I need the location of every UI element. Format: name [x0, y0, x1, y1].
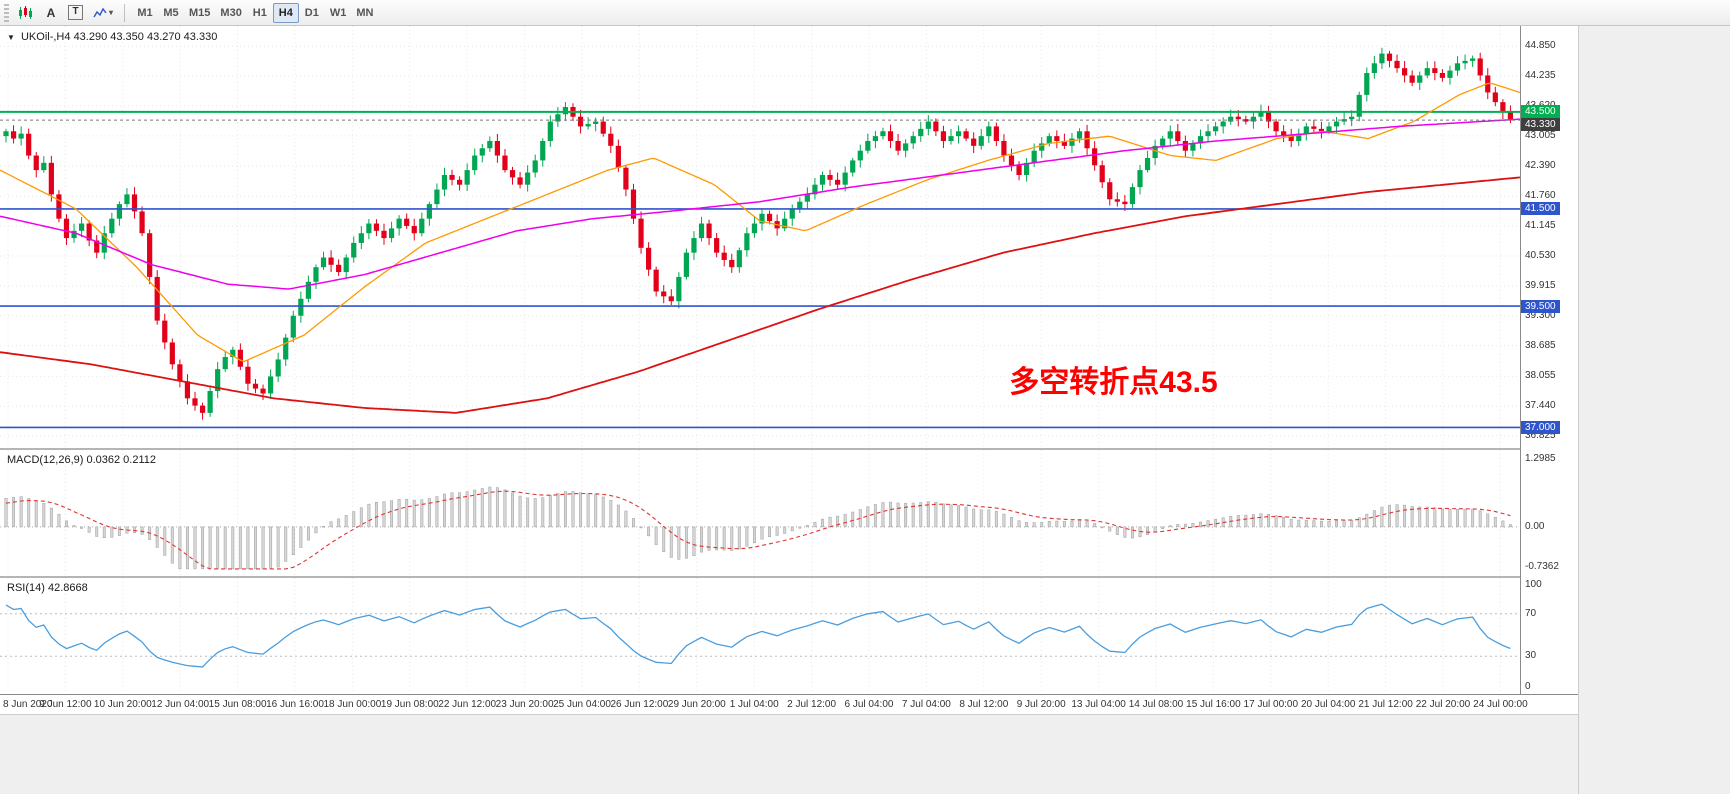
price-label: 37.440 [1525, 400, 1556, 412]
macd-pane[interactable]: MACD(12,26,9) 0.0362 0.2112 [0, 450, 1520, 576]
time-label: 15 Jul 16:00 [1186, 699, 1241, 710]
timeframe-toolbar: M1 M5 M15 M30 H1 H4 D1 W1 MN [132, 2, 378, 23]
price-badge: 43.330 [1521, 118, 1560, 132]
price-badge: 37.000 [1521, 420, 1560, 434]
time-label: 2 Jul 12:00 [787, 699, 837, 710]
price-label: 41.145 [1525, 220, 1556, 232]
macd-chart[interactable] [0, 450, 1520, 576]
ma-fast-line [0, 82, 1520, 363]
timeframe-button-h4[interactable]: H4 [272, 2, 299, 23]
ohlc-values: 43.290 43.350 43.270 43.330 [73, 31, 218, 43]
time-label: 13 Jul 04:00 [1071, 699, 1126, 710]
cursor-a-label: A [46, 5, 56, 20]
rsi-scale-label: 100 [1525, 579, 1542, 590]
rsi-chart[interactable] [0, 578, 1520, 694]
time-label: 17 Jul 00:00 [1243, 699, 1299, 710]
text-tool-button[interactable]: T [64, 2, 87, 23]
time-label: 24 Jul 00:00 [1473, 699, 1528, 710]
time-label: 6 Jul 04:00 [844, 699, 894, 710]
workspace-bottom-filler [0, 714, 1578, 794]
time-label: 22 Jun 12:00 [438, 699, 497, 710]
symbol-timeframe-label: UKOil-,H4 [20, 31, 71, 43]
rsi-pane[interactable]: RSI(14) 42.8668 [0, 578, 1520, 694]
text-tool-label: T [68, 5, 83, 20]
chevron-down-icon: ▾ [109, 8, 114, 17]
main-chart-pane[interactable]: ▼ UKOil-,H4 43.290 43.350 43.270 43.330 … [0, 26, 1520, 448]
time-label: 25 Jun 04:00 [553, 699, 611, 710]
timeframe-button-mn[interactable]: MN [351, 3, 378, 23]
time-label: 12 Jun 04:00 [151, 699, 210, 710]
price-axis[interactable]: 44.85044.23543.62043.00542.39041.76041.1… [1520, 26, 1578, 714]
chart-annotation-text[interactable]: 多空转折点43.5 [1009, 366, 1218, 400]
time-label: 23 Jun 20:00 [495, 699, 554, 710]
time-label: 18 Jun 00:00 [323, 699, 382, 710]
price-label: 36.825 [1525, 429, 1556, 441]
time-label: 29 Jun 20:00 [667, 699, 726, 710]
cursor-a-button[interactable]: A [40, 2, 62, 23]
price-badge: 43.500 [1521, 105, 1560, 119]
macd-scale-label: -0.7362 [1525, 561, 1559, 572]
macd-signal-line [5, 490, 1511, 570]
time-label: 15 Jun 08:00 [208, 699, 267, 710]
timeframe-button-h1[interactable]: H1 [247, 3, 273, 23]
time-label: 19 Jun 08:00 [380, 699, 439, 710]
time-label: 8 Jun 2020 [3, 699, 53, 710]
chart-title: ▼ UKOil-,H4 43.290 43.350 43.270 43.330 [7, 31, 217, 43]
time-label: 1 Jul 04:00 [729, 699, 779, 710]
dropdown-arrow-icon[interactable]: ▼ [7, 33, 15, 42]
price-label: 44.235 [1525, 70, 1556, 82]
time-label: 9 Jun 12:00 [39, 699, 92, 710]
time-label: 7 Jul 04:00 [901, 699, 951, 710]
toolbar: A T ▾ M1 M5 M15 M30 H1 H4 D1 W1 MN [0, 0, 1730, 26]
chart-type-button[interactable] [14, 2, 38, 23]
time-label: 16 Jun 16:00 [266, 699, 324, 710]
price-label: 39.300 [1525, 309, 1556, 321]
price-label: 42.390 [1525, 159, 1556, 171]
time-label: 10 Jun 20:00 [93, 699, 152, 710]
time-label: 8 Jul 12:00 [959, 699, 1009, 710]
timeframe-button-w1[interactable]: W1 [325, 3, 352, 23]
toolbar-grip[interactable] [4, 3, 9, 22]
toolbar-separator [124, 3, 126, 22]
price-label: 39.915 [1525, 279, 1556, 291]
price-label: 40.530 [1525, 250, 1556, 262]
pane-splitter[interactable] [0, 448, 1578, 450]
time-axis[interactable]: 8 Jun 2020 9 Jun 12:00 10 Jun 20:00 12 Jun … [0, 694, 1578, 714]
macd-scale-label: 1.2985 [1525, 453, 1556, 464]
rsi-scale-label: 70 [1525, 607, 1537, 619]
ma-mid-line [0, 118, 1520, 290]
candlestick-chart[interactable] [0, 26, 1520, 448]
timeframe-button-m15[interactable]: M15 [184, 3, 215, 23]
price-label: 41.760 [1525, 190, 1556, 202]
rsi-label: RSI(14) 42.8668 [7, 582, 88, 594]
pane-splitter[interactable] [0, 576, 1578, 578]
time-label: 14 Jul 08:00 [1128, 699, 1184, 710]
indicators-button[interactable]: ▾ [89, 2, 117, 23]
price-label: 43.005 [1525, 129, 1556, 141]
time-label: 21 Jul 12:00 [1358, 699, 1413, 710]
price-label: 38.685 [1525, 339, 1556, 351]
timeframe-button-m1[interactable]: M1 [132, 3, 158, 23]
macd-label: MACD(12,26,9) 0.0362 0.2112 [7, 454, 156, 466]
ma-slow-line [0, 176, 1520, 414]
workspace-right-filler [1578, 26, 1730, 794]
price-label: 44.850 [1525, 40, 1556, 52]
time-label: 22 Jul 20:00 [1415, 699, 1471, 710]
macd-scale-label: 0.00 [1525, 520, 1545, 532]
price-badge: 39.500 [1521, 299, 1560, 313]
time-label: 26 Jun 12:00 [610, 699, 669, 710]
rsi-scale-label: 0 [1525, 681, 1531, 692]
price-badge: 41.500 [1521, 202, 1560, 216]
timeframe-button-m30[interactable]: M30 [215, 3, 246, 23]
indicator-line-icon [93, 7, 107, 17]
timeframe-button-d1[interactable]: D1 [299, 3, 325, 23]
candlestick-chart-icon [19, 5, 32, 19]
rsi-scale-label: 30 [1525, 650, 1537, 662]
timeframe-button-m5[interactable]: M5 [158, 3, 184, 23]
rsi-line [5, 603, 1511, 668]
price-label: 38.055 [1525, 370, 1556, 382]
time-label: 20 Jul 04:00 [1300, 699, 1356, 710]
time-label: 9 Jul 20:00 [1016, 699, 1066, 710]
